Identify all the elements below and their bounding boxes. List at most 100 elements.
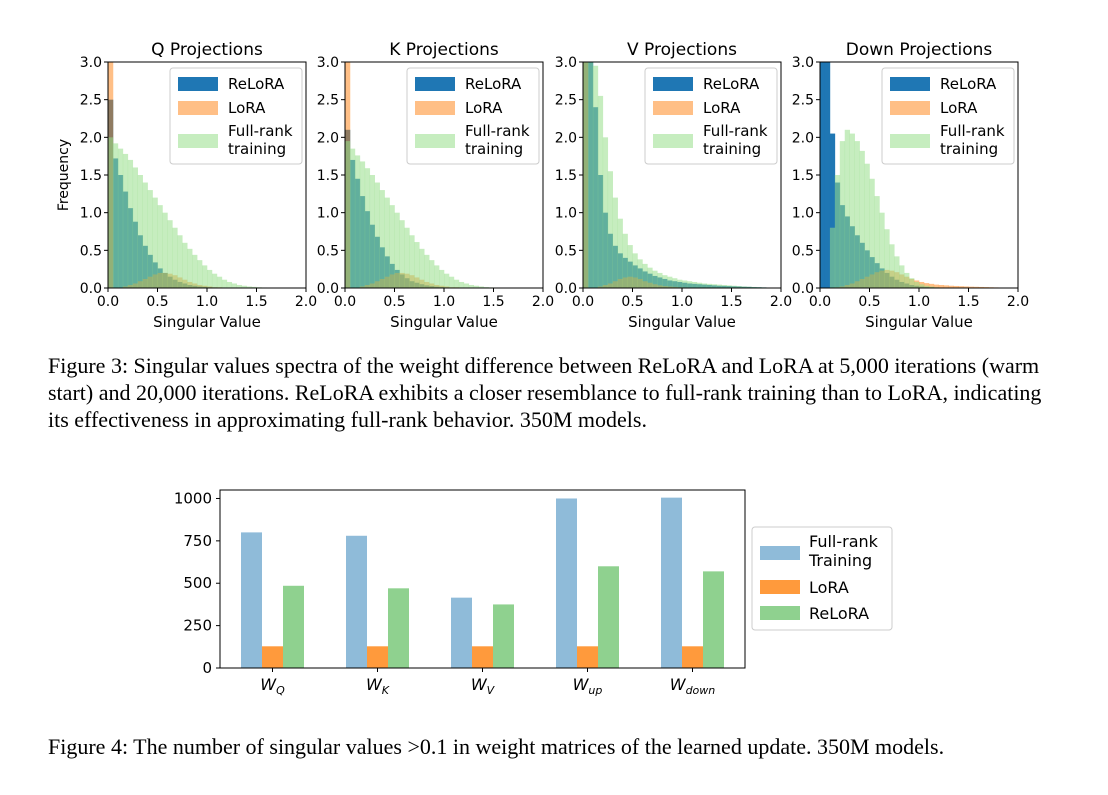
hist-bar bbox=[963, 286, 969, 288]
hist-bar bbox=[127, 159, 134, 288]
legend-swatch-2 bbox=[415, 101, 455, 115]
hist-bar bbox=[468, 284, 474, 288]
legend-label-relora: ReLoRA bbox=[940, 75, 997, 93]
hist-bar bbox=[187, 248, 193, 288]
hist-bar bbox=[943, 285, 949, 288]
y-tick-label: 2.0 bbox=[555, 130, 577, 146]
legend-swatch-1 bbox=[415, 77, 455, 91]
bar-full-rank-training bbox=[556, 498, 577, 668]
hist-bar bbox=[182, 242, 188, 288]
panel-title: K Projections bbox=[389, 40, 499, 60]
hist-bar bbox=[721, 284, 727, 288]
hist-bar bbox=[251, 286, 257, 288]
x-tick-label: 2.0 bbox=[532, 294, 554, 310]
hist-bar bbox=[394, 212, 400, 288]
hist-bar bbox=[122, 153, 129, 288]
hist-bar bbox=[587, 62, 594, 288]
legend-label-lora: LoRA bbox=[465, 99, 503, 117]
hist-bar bbox=[607, 171, 613, 288]
hist-bar bbox=[928, 283, 935, 288]
legend-label-fullrank: Full-rank bbox=[809, 532, 879, 551]
x-tick-label: WV bbox=[471, 675, 496, 697]
hist-bar bbox=[112, 143, 119, 288]
hist-bar bbox=[617, 218, 623, 288]
hist-bar bbox=[844, 129, 850, 288]
legend-label-lora: LoRA bbox=[703, 99, 741, 117]
hist-bar bbox=[632, 253, 638, 288]
hist-bar bbox=[869, 178, 875, 288]
hist-bar bbox=[879, 212, 885, 288]
x-tick-label: 1.5 bbox=[245, 294, 267, 310]
legend-label-fullrank: Full-rank bbox=[703, 122, 768, 140]
hist-bar bbox=[369, 175, 375, 288]
hist-bar bbox=[463, 283, 470, 288]
figure-4-caption: Figure 4: The number of singular values … bbox=[48, 734, 945, 759]
x-tick-label: 1.5 bbox=[957, 294, 979, 310]
x-tick-label: WQ bbox=[260, 675, 285, 697]
y-tick-label: 2.5 bbox=[555, 93, 577, 109]
hist-bar bbox=[701, 283, 708, 288]
legend-label-lora: LoRA bbox=[809, 578, 849, 597]
legend-swatch-1 bbox=[178, 77, 218, 91]
hist-bar bbox=[359, 161, 366, 288]
hist-bar bbox=[919, 284, 925, 288]
hist-bar bbox=[829, 227, 836, 288]
hist-bar bbox=[953, 285, 959, 288]
legend-label-relora: ReLoRA bbox=[703, 75, 760, 93]
bar-full-rank-training bbox=[661, 497, 682, 668]
hist-bar bbox=[152, 197, 158, 288]
x-tick-label: 1.0 bbox=[433, 294, 455, 310]
bar-relora bbox=[388, 588, 409, 668]
y-tick-label: 2.5 bbox=[792, 93, 814, 109]
panel-title: Q Projections bbox=[151, 40, 263, 60]
x-axis-label: Singular Value bbox=[628, 313, 736, 331]
hist-bar bbox=[453, 279, 460, 288]
hist-bar bbox=[583, 62, 589, 288]
hist-bar bbox=[923, 283, 930, 288]
x-tick-label: 0.0 bbox=[334, 294, 356, 310]
y-axis-label: Frequency bbox=[56, 139, 72, 211]
y-tick-label: 0 bbox=[202, 659, 212, 677]
bar-full-rank-training bbox=[451, 597, 472, 668]
hist-bar bbox=[241, 285, 247, 288]
hist-bar bbox=[409, 235, 415, 288]
figure-3-histograms: Q Projections 0.0 0.5 1.0 1.5 2.0 2.5 3.0 0.0 0.5… bbox=[56, 40, 1029, 331]
x-tick-label: 1.5 bbox=[482, 294, 504, 310]
hist-bar bbox=[672, 278, 678, 288]
hist-bar bbox=[117, 148, 124, 288]
x-tick-label: 1.0 bbox=[196, 294, 218, 310]
y-tick-label: 1.5 bbox=[792, 168, 814, 184]
hist-bar bbox=[909, 278, 915, 288]
histogram-panel-3: V Projections 0.0 0.5 1.0 1.5 2.0 2.5 3.0 0.0 0.5… bbox=[555, 40, 792, 331]
axes-frame bbox=[219, 489, 746, 669]
legend-label-lora: LoRA bbox=[940, 99, 978, 117]
y-tick-label: 500 bbox=[183, 574, 212, 592]
bar-full-rank-training bbox=[241, 532, 262, 668]
bar-lora bbox=[577, 646, 598, 668]
legend-swatch-1 bbox=[890, 77, 930, 91]
hist-bar bbox=[928, 286, 935, 288]
y-tick-label: 1.0 bbox=[555, 206, 577, 222]
y-tick-label: 0.5 bbox=[555, 243, 577, 259]
legend-swatch-3 bbox=[415, 134, 455, 148]
legend-label-lora: LoRA bbox=[228, 99, 266, 117]
hist-bar bbox=[216, 276, 223, 288]
hist-bar bbox=[938, 284, 945, 288]
y-tick-label: 0.5 bbox=[792, 243, 814, 259]
hist-bar bbox=[137, 175, 143, 288]
hist-bar bbox=[894, 256, 900, 288]
hist-bar bbox=[345, 141, 351, 288]
hist-bar bbox=[172, 227, 178, 288]
hist-bar bbox=[839, 141, 846, 288]
bar-lora bbox=[682, 646, 703, 668]
bar-relora bbox=[598, 566, 619, 668]
hist-bar bbox=[197, 260, 203, 288]
x-tick-label: 2.0 bbox=[770, 294, 792, 310]
hist-bar bbox=[379, 190, 385, 288]
hist-bar bbox=[592, 65, 599, 289]
legend-label-training: training bbox=[228, 140, 286, 158]
bar-chart-axes: WQ WK WV Wup Wdown 0 250 500 750 1000 bbox=[174, 489, 746, 697]
